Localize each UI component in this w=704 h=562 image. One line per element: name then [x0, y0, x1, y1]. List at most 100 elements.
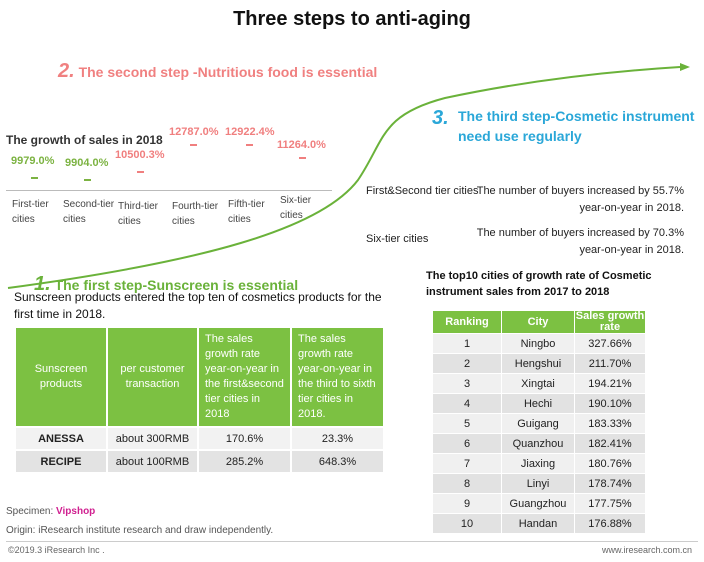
- top10-growth: 211.70%: [574, 353, 646, 374]
- top10-growth: 182.41%: [574, 433, 646, 454]
- top10-city: Quanzhou: [501, 433, 575, 454]
- top10-rank: 9: [432, 493, 502, 514]
- growth-value-second-tier: 9904.0%: [65, 157, 109, 169]
- footer-divider: [6, 541, 698, 542]
- step1-text: The first step-Sunscreen is essential: [54, 277, 299, 293]
- top10-rank: 8: [432, 473, 502, 494]
- table-row: 9 Guangzhou 177.75%: [432, 493, 646, 514]
- step2-number: 2.: [58, 60, 75, 82]
- top10-col-header: City: [501, 310, 575, 334]
- top10-col-header: Ranking: [432, 310, 502, 334]
- city-label-fifth-tier: Fifth-tier cities: [228, 199, 265, 225]
- table-row: 3 Xingtai 194.21%: [432, 373, 646, 394]
- sunscreen-growth-third-sixth: 23.3%: [290, 426, 385, 451]
- growth-value-third-tier: 10500.3%: [115, 149, 165, 161]
- copyright: ©2019.3 iResearch Inc .: [8, 545, 105, 555]
- origin-note: Origin: iResearch institute research and…: [6, 525, 274, 536]
- top10-growth: 176.88%: [574, 513, 646, 534]
- top10-col-header: Sales growth rate: [574, 310, 646, 334]
- growth-value-fifth-tier: 12922.4%: [225, 126, 275, 138]
- sunscreen-product: RECIPE: [14, 449, 108, 474]
- specimen-label: Specimen:: [6, 506, 54, 517]
- city-label-second-tier: Second-tier cities: [63, 199, 115, 225]
- step2-text: The second step -Nutritious food is esse…: [78, 64, 378, 80]
- city-label-third-tier: Third-tier cities: [118, 201, 159, 227]
- growth-marker-fourth-tier: [190, 144, 197, 146]
- top10-city: Jiaxing: [501, 453, 575, 474]
- specimen-note: Specimen: Vipshop: [6, 506, 95, 517]
- top10-table: Ranking City Sales growth rate 1 Ningbo 32…: [432, 310, 646, 534]
- growth-marker-fifth-tier: [246, 144, 253, 146]
- table-row: 10 Handan 176.88%: [432, 513, 646, 534]
- top10-city: Guigang: [501, 413, 575, 434]
- sunscreen-col-header: The sales growth rate year-on-year in th…: [290, 326, 385, 428]
- growth-marker-first-tier: [31, 177, 38, 179]
- sunscreen-col-header: per customer transaction: [106, 326, 199, 428]
- top10-city: Hechi: [501, 393, 575, 414]
- step3-heading: 3. The third step-Cosmetic instrument ne…: [432, 106, 702, 150]
- top10-city: Guangzhou: [501, 493, 575, 514]
- specimen-value: Vipshop: [56, 506, 96, 517]
- top10-growth: 327.66%: [574, 333, 646, 354]
- growth-axis-line: [6, 190, 332, 191]
- sunscreen-intro: Sunscreen products entered the top ten o…: [14, 290, 382, 321]
- top10-rank: 5: [432, 413, 502, 434]
- sunscreen-transaction: about 100RMB: [106, 449, 199, 474]
- tier-desc-first-second: The number of buyers increased by 55.7% …: [476, 185, 684, 214]
- top10-growth: 194.21%: [574, 373, 646, 394]
- sunscreen-growth-first-second: 285.2%: [197, 449, 292, 474]
- top10-city: Linyi: [501, 473, 575, 494]
- city-label-first-tier: First-tier cities: [12, 199, 49, 225]
- growth-marker-six-tier: [299, 157, 306, 159]
- table-row: 8 Linyi 178.74%: [432, 473, 646, 494]
- top10-growth: 190.10%: [574, 393, 646, 414]
- top10-rank: 6: [432, 433, 502, 454]
- step3-text: The third step-Cosmetic instrument need …: [458, 108, 695, 144]
- growth-value-six-tier: 11264.0%: [277, 139, 326, 151]
- city-label-six-tier: Six-tier cities: [280, 195, 312, 221]
- top10-growth: 180.76%: [574, 453, 646, 474]
- top10-growth: 178.74%: [574, 473, 646, 494]
- sunscreen-col-header: The sales growth rate year-on-year in th…: [197, 326, 292, 428]
- top10-rank: 3: [432, 373, 502, 394]
- sunscreen-table: Sunscreen products per customer transact…: [14, 326, 385, 474]
- table-row: 1 Ningbo 327.66%: [432, 333, 646, 354]
- sunscreen-col-header: Sunscreen products: [14, 326, 108, 428]
- top10-rank: 2: [432, 353, 502, 374]
- page-title: Three steps to anti-aging: [233, 8, 471, 30]
- step1-number: 1.: [34, 273, 51, 295]
- tier-label-six: Six-tier cities: [366, 233, 429, 245]
- top10-header-row: Ranking City Sales growth rate: [432, 310, 646, 334]
- step3-number: 3.: [432, 107, 449, 129]
- growth-value-first-tier: 9979.0%: [11, 155, 55, 167]
- growth-value-fourth-tier: 12787.0%: [169, 126, 219, 138]
- top10-growth: 183.33%: [574, 413, 646, 434]
- table-row: 2 Hengshui 211.70%: [432, 353, 646, 374]
- top10-city: Hengshui: [501, 353, 575, 374]
- sunscreen-transaction: about 300RMB: [106, 426, 199, 451]
- top10-city: Xingtai: [501, 373, 575, 394]
- table-row: ANESSA about 300RMB 170.6% 23.3%: [14, 426, 385, 451]
- city-label-fourth-tier: Fourth-tier cities: [172, 201, 219, 227]
- step1-heading: 1. The first step-Sunscreen is essential: [34, 273, 298, 296]
- site-url: www.iresearch.com.cn: [601, 545, 692, 555]
- table-row: 7 Jiaxing 180.76%: [432, 453, 646, 474]
- growth-marker-second-tier: [84, 179, 91, 181]
- top10-rank: 10: [432, 513, 502, 534]
- table-row: 6 Quanzhou 182.41%: [432, 433, 646, 454]
- tier-label-first-second: First&Second tier cities: [366, 185, 479, 197]
- top10-city: Handan: [501, 513, 575, 534]
- tier-desc-six: The number of buyers increased by 70.3% …: [476, 227, 684, 256]
- top10-growth: 177.75%: [574, 493, 646, 514]
- growth-title: The growth of sales in 2018: [6, 133, 163, 147]
- step2-heading: 2. The second step -Nutritious food is e…: [58, 60, 377, 83]
- top10-city: Ningbo: [501, 333, 575, 354]
- sunscreen-product: ANESSA: [14, 426, 108, 451]
- top10-rank: 1: [432, 333, 502, 354]
- top10-rank: 7: [432, 453, 502, 474]
- growth-marker-third-tier: [137, 171, 144, 173]
- sunscreen-header-row: Sunscreen products per customer transact…: [14, 326, 385, 428]
- sunscreen-growth-third-sixth: 648.3%: [290, 449, 385, 474]
- table-row: 5 Guigang 183.33%: [432, 413, 646, 434]
